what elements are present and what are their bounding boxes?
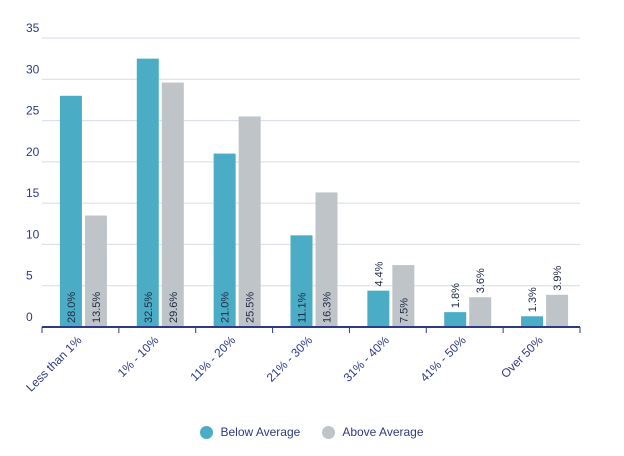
bar-below-average[interactable] xyxy=(59,95,82,327)
y-tick-label: 10 xyxy=(26,227,40,241)
bar-above-average[interactable] xyxy=(469,297,492,327)
y-axis-ticks: 0 5 10 15 20 25 30 35 xyxy=(26,21,40,324)
bar-data-label: 3.6% xyxy=(475,268,487,293)
bar-data-label: 1.3% xyxy=(527,287,539,312)
legend: Below Average Above Average xyxy=(0,425,624,439)
legend-item-above-average[interactable]: Above Average xyxy=(322,425,424,439)
x-tick-label: 31% - 40% xyxy=(341,333,393,385)
bar-data-label: 4.4% xyxy=(373,261,385,286)
y-tick-label: 5 xyxy=(26,269,33,283)
bar-data-label: 21.0% xyxy=(220,292,232,323)
bar-below-average[interactable] xyxy=(367,290,390,327)
bar-data-label: 25.5% xyxy=(245,292,257,323)
bar-below-average[interactable] xyxy=(136,58,159,328)
y-tick-label: 20 xyxy=(26,145,40,159)
legend-dot-above-average xyxy=(322,425,336,439)
bar-data-label: 11.1% xyxy=(297,292,309,323)
gridlines xyxy=(42,37,580,287)
bar-above-average[interactable] xyxy=(238,116,261,327)
x-tick-label: 1% - 10% xyxy=(115,333,162,380)
bar-above-average[interactable] xyxy=(546,294,569,327)
bar-below-average[interactable] xyxy=(444,312,467,327)
legend-dot-below-average xyxy=(200,425,214,439)
y-tick-label: 30 xyxy=(26,62,40,76)
bar-data-label: 28.0% xyxy=(66,292,78,323)
bar-below-average[interactable] xyxy=(213,153,236,327)
x-tick-label: 21% - 30% xyxy=(264,333,316,385)
bar-data-label: 32.5% xyxy=(143,292,155,323)
bar-data-label: 7.5% xyxy=(398,298,410,323)
x-tick-label: Over 50% xyxy=(498,333,546,381)
bar-above-average[interactable] xyxy=(392,265,415,327)
y-tick-label: 0 xyxy=(26,310,33,324)
bars xyxy=(59,58,569,328)
y-tick-label: 35 xyxy=(26,21,40,35)
bar-above-average[interactable] xyxy=(84,215,107,327)
x-tick-label: 11% - 20% xyxy=(187,333,238,384)
bar-below-average[interactable] xyxy=(290,235,313,327)
legend-label-above-average: Above Average xyxy=(342,425,424,439)
x-tick-label: Less than 1% xyxy=(23,333,85,395)
bar-labels: 28.0% 13.5% 32.5% 29.6% 21.0% 25.5% 11.1% 16.3%… xyxy=(66,261,564,323)
x-axis: Less than 1% 1% - 10% 11% - 20% 21% - 30% 31… xyxy=(23,326,581,395)
bar-data-label: 13.5% xyxy=(91,292,103,323)
bar-data-label: 1.8% xyxy=(450,283,462,308)
bar-above-average[interactable] xyxy=(161,82,184,328)
bar-data-label: 3.9% xyxy=(552,266,564,291)
y-tick-label: 15 xyxy=(26,186,40,200)
bar-data-label: 29.6% xyxy=(168,292,180,323)
bar-data-label: 16.3% xyxy=(322,292,334,323)
legend-item-below-average[interactable]: Below Average xyxy=(200,425,300,439)
bar-above-average[interactable] xyxy=(315,192,338,327)
bar-below-average[interactable] xyxy=(521,316,544,327)
x-tick-label: 41% - 50% xyxy=(417,333,469,385)
y-tick-label: 25 xyxy=(26,104,40,118)
legend-label-below-average: Below Average xyxy=(220,425,301,439)
